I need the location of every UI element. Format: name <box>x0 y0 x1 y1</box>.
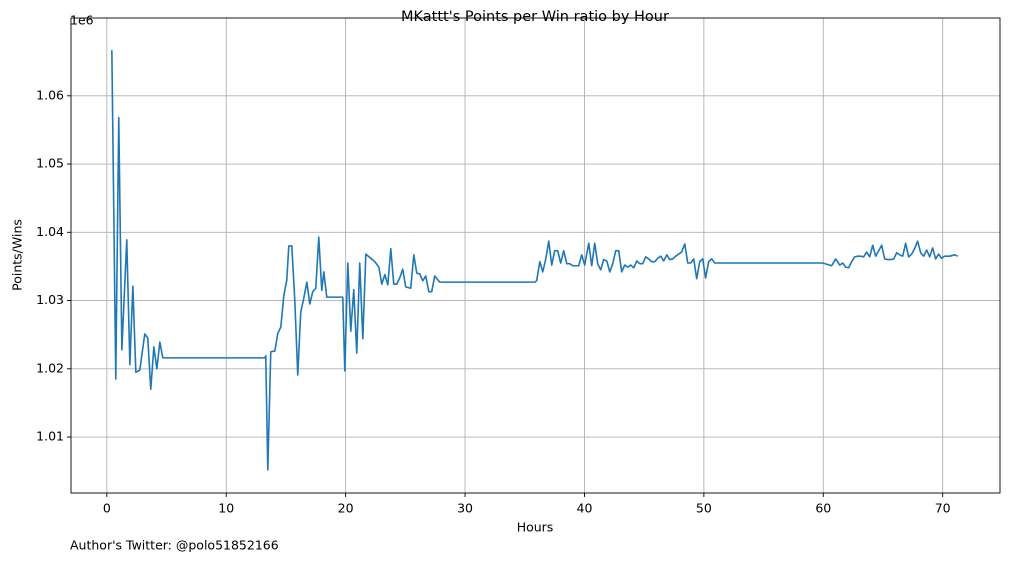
y-tick-label: 1.04 <box>36 224 64 239</box>
x-tick-label: 40 <box>577 501 593 516</box>
x-tick-label: 60 <box>815 501 831 516</box>
data-line <box>111 50 958 471</box>
y-offset-label: 1e6 <box>70 13 94 28</box>
x-tick-label: 70 <box>935 501 951 516</box>
x-tick-label: 30 <box>457 501 473 516</box>
y-tick-label: 1.03 <box>36 292 64 307</box>
x-tick-label: 20 <box>338 501 354 516</box>
y-tick-label: 1.02 <box>36 360 64 375</box>
y-tick-label: 1.05 <box>36 156 64 171</box>
annotation: Author's Twitter: @polo51852166 <box>70 538 279 553</box>
y-tick-label: 1.01 <box>36 429 64 444</box>
x-tick-label: 50 <box>696 501 712 516</box>
chart-title: MKattt's Points per Win ratio by Hour <box>401 9 669 25</box>
y-axis-label: Points/Wins <box>10 219 25 291</box>
y-tick-label: 1.06 <box>36 87 64 102</box>
x-tick-label: 0 <box>103 501 111 516</box>
x-axis-label: Hours <box>517 520 554 535</box>
plot-frame <box>70 17 1001 494</box>
x-tick-label: 10 <box>218 501 234 516</box>
